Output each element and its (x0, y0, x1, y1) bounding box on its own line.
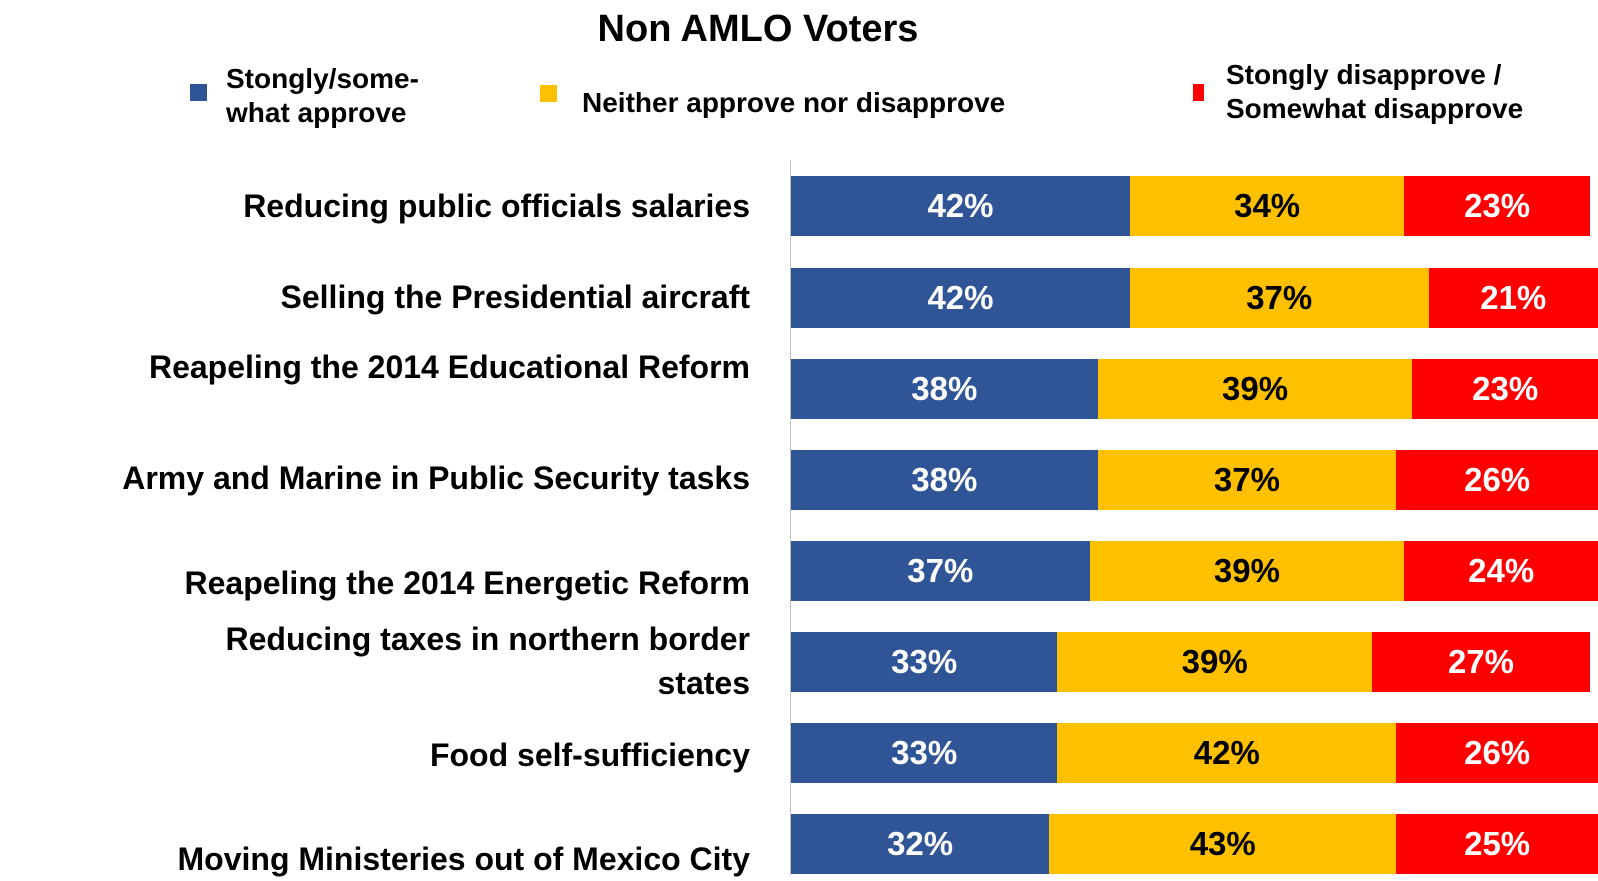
category-label: Food self-sufficiency (430, 733, 750, 777)
category-label-line: Reducing public officials salaries (243, 188, 750, 224)
category-axis-line (790, 160, 791, 875)
bar-segment (1129, 268, 1429, 328)
category-label-line: Food self-sufficiency (429, 737, 750, 773)
category-label: Reducing taxes in northern border states (225, 617, 750, 705)
data-label: 37% (1213, 461, 1280, 498)
category-label: Reapeling the 2014 Educational Reform (149, 345, 750, 389)
category-label-line: Reapeling the 2014 Energetic Reform (184, 565, 750, 601)
legend-swatch-approve (190, 84, 207, 101)
data-label: 34% (1234, 187, 1301, 224)
legend-approve: Stongly/some- what approve (226, 62, 419, 130)
data-label: 42% (927, 279, 994, 316)
category-label: Moving Ministeries out of Mexico City (178, 837, 751, 881)
bar-row: 42% 34% 23% (791, 176, 1598, 236)
bar-segment (1404, 176, 1590, 236)
bar-segment (1057, 632, 1373, 692)
category-label: Reapeling the 2014 Energetic Reform (184, 561, 750, 605)
bar-segment (1412, 359, 1598, 419)
data-label: 23% (1472, 370, 1539, 407)
legend-neither: Neither approve nor disapprove (582, 86, 1005, 120)
legend-disapprove: Stongly disapprove / Somewhat disapprove (1226, 58, 1523, 126)
bar-row: 33% 42% 26% (791, 723, 1598, 783)
bar-row: 38% 37% 26% (791, 450, 1598, 510)
data-label: 37% (1246, 279, 1313, 316)
bar-segment (1097, 359, 1413, 419)
bar-row: 42% 37% 21% (791, 268, 1598, 328)
data-label: 21% (1480, 279, 1547, 316)
bar-row: 32% 43% 25% (791, 814, 1598, 874)
data-label: 38% (911, 370, 978, 407)
data-label: 25% (1464, 825, 1531, 862)
bar-segment (1129, 176, 1405, 236)
bar-segment (791, 450, 1098, 510)
category-label-line: Army and Marine in Public Security tasks (122, 460, 750, 496)
data-label: 33% (891, 643, 958, 680)
data-label: 37% (907, 552, 974, 589)
bar-segment (1097, 450, 1397, 510)
bar-segment (1396, 814, 1598, 874)
data-label: 32% (887, 825, 954, 862)
data-label: 39% (1213, 552, 1280, 589)
data-label: 39% (1181, 643, 1248, 680)
data-label: 42% (927, 187, 994, 224)
bar-segment (1057, 723, 1397, 783)
legend-approve-line1: Stongly/some- (226, 63, 419, 94)
bar-segment (791, 632, 1058, 692)
category-label: Reducing public officials salaries (243, 184, 750, 228)
data-label: 26% (1464, 734, 1531, 771)
bar-segment (791, 176, 1130, 236)
legend-swatch-neither (540, 85, 557, 102)
legend-disapprove-line1: Stongly disapprove / (1226, 59, 1502, 90)
bar-segment (1089, 541, 1405, 601)
category-label-line: Reapeling the 2014 Educational Reform (148, 349, 750, 385)
bar-row: 33% 39% 27% (791, 632, 1598, 692)
legend-disapprove-line2: Somewhat disapprove (1226, 93, 1524, 124)
category-label-line: Moving Ministeries out of Mexico City (177, 841, 751, 877)
bar-segment (1428, 268, 1598, 328)
bar-segment (791, 723, 1058, 783)
legend-approve-line2: what approve (226, 97, 407, 128)
bar-segment (791, 541, 1090, 601)
data-label: 33% (891, 734, 958, 771)
legend-neither-line1: Neither approve nor disapprove (582, 87, 1006, 118)
category-label-line: Selling the Presidential aircraft (280, 279, 750, 315)
bar-segment (791, 359, 1098, 419)
chart-title: Non AMLO Voters (597, 8, 919, 50)
bar-segment (1396, 450, 1598, 510)
category-label: Army and Marine in Public Security tasks (122, 456, 750, 500)
data-label: 23% (1464, 187, 1531, 224)
bar-segment (791, 268, 1130, 328)
bar-segment (1049, 814, 1397, 874)
bar-row: 37% 39% 24% (791, 541, 1598, 601)
data-label: 27% (1447, 643, 1514, 680)
data-label: 43% (1189, 825, 1256, 862)
category-label-line: Reducing taxes in northern border (225, 621, 750, 657)
data-label: 26% (1464, 461, 1531, 498)
bar-segment (1404, 541, 1598, 601)
data-label: 42% (1193, 734, 1260, 771)
bar-segment (1396, 723, 1598, 783)
bar-segment (1372, 632, 1590, 692)
data-label: 24% (1468, 552, 1535, 589)
data-label: 38% (911, 461, 978, 498)
category-label: Selling the Presidential aircraft (281, 275, 750, 319)
data-label: 39% (1221, 370, 1289, 407)
category-label-line: states (657, 665, 751, 701)
bar-row: 38% 39% 23% (791, 359, 1598, 419)
bar-segment (791, 814, 1050, 874)
legend-swatch-disapprove (1193, 84, 1204, 101)
